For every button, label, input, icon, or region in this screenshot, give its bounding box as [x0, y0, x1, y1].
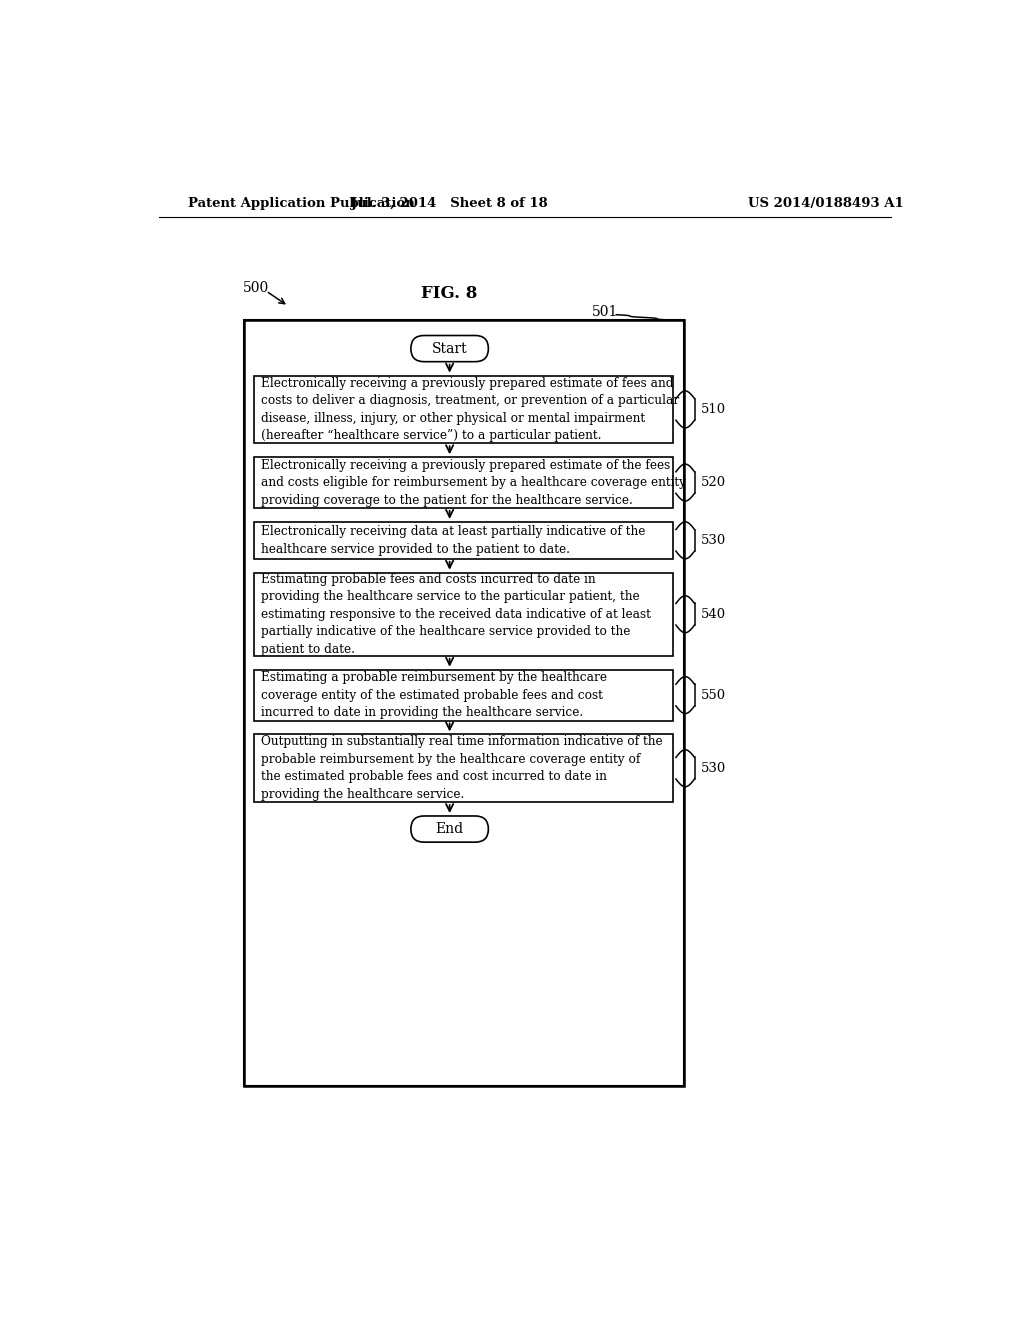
FancyBboxPatch shape: [254, 376, 673, 444]
Text: Electronically receiving data at least partially indicative of the
healthcare se: Electronically receiving data at least p…: [261, 525, 646, 556]
Text: 510: 510: [700, 403, 726, 416]
Text: 520: 520: [700, 477, 726, 490]
FancyBboxPatch shape: [245, 321, 684, 1086]
Text: US 2014/0188493 A1: US 2014/0188493 A1: [748, 197, 903, 210]
Text: Electronically receiving a previously prepared estimate of fees and
costs to del: Electronically receiving a previously pr…: [261, 376, 680, 442]
FancyBboxPatch shape: [411, 816, 488, 842]
Text: Start: Start: [432, 342, 467, 355]
FancyBboxPatch shape: [254, 734, 673, 803]
Text: Patent Application Publication: Patent Application Publication: [188, 197, 415, 210]
Text: 501: 501: [592, 305, 617, 319]
Text: Estimating a probable reimbursement by the healthcare
coverage entity of the est: Estimating a probable reimbursement by t…: [261, 671, 607, 719]
Text: 540: 540: [700, 607, 726, 620]
Text: Jul. 3, 2014   Sheet 8 of 18: Jul. 3, 2014 Sheet 8 of 18: [351, 197, 548, 210]
FancyBboxPatch shape: [254, 521, 673, 558]
Text: Estimating probable fees and costs incurred to date in
providing the healthcare : Estimating probable fees and costs incur…: [261, 573, 651, 656]
FancyBboxPatch shape: [254, 573, 673, 656]
FancyBboxPatch shape: [254, 457, 673, 508]
Text: 530: 530: [700, 533, 726, 546]
Text: FIG. 8: FIG. 8: [422, 285, 478, 302]
Text: 500: 500: [243, 281, 269, 294]
Text: 530: 530: [700, 762, 726, 775]
Text: Outputting in substantially real time information indicative of the
probable rei: Outputting in substantially real time in…: [261, 735, 663, 801]
Text: 550: 550: [700, 689, 726, 702]
Text: Electronically receiving a previously prepared estimate of the fees
and costs el: Electronically receiving a previously pr…: [261, 458, 686, 507]
FancyBboxPatch shape: [254, 669, 673, 721]
Text: End: End: [435, 822, 464, 836]
FancyBboxPatch shape: [411, 335, 488, 362]
